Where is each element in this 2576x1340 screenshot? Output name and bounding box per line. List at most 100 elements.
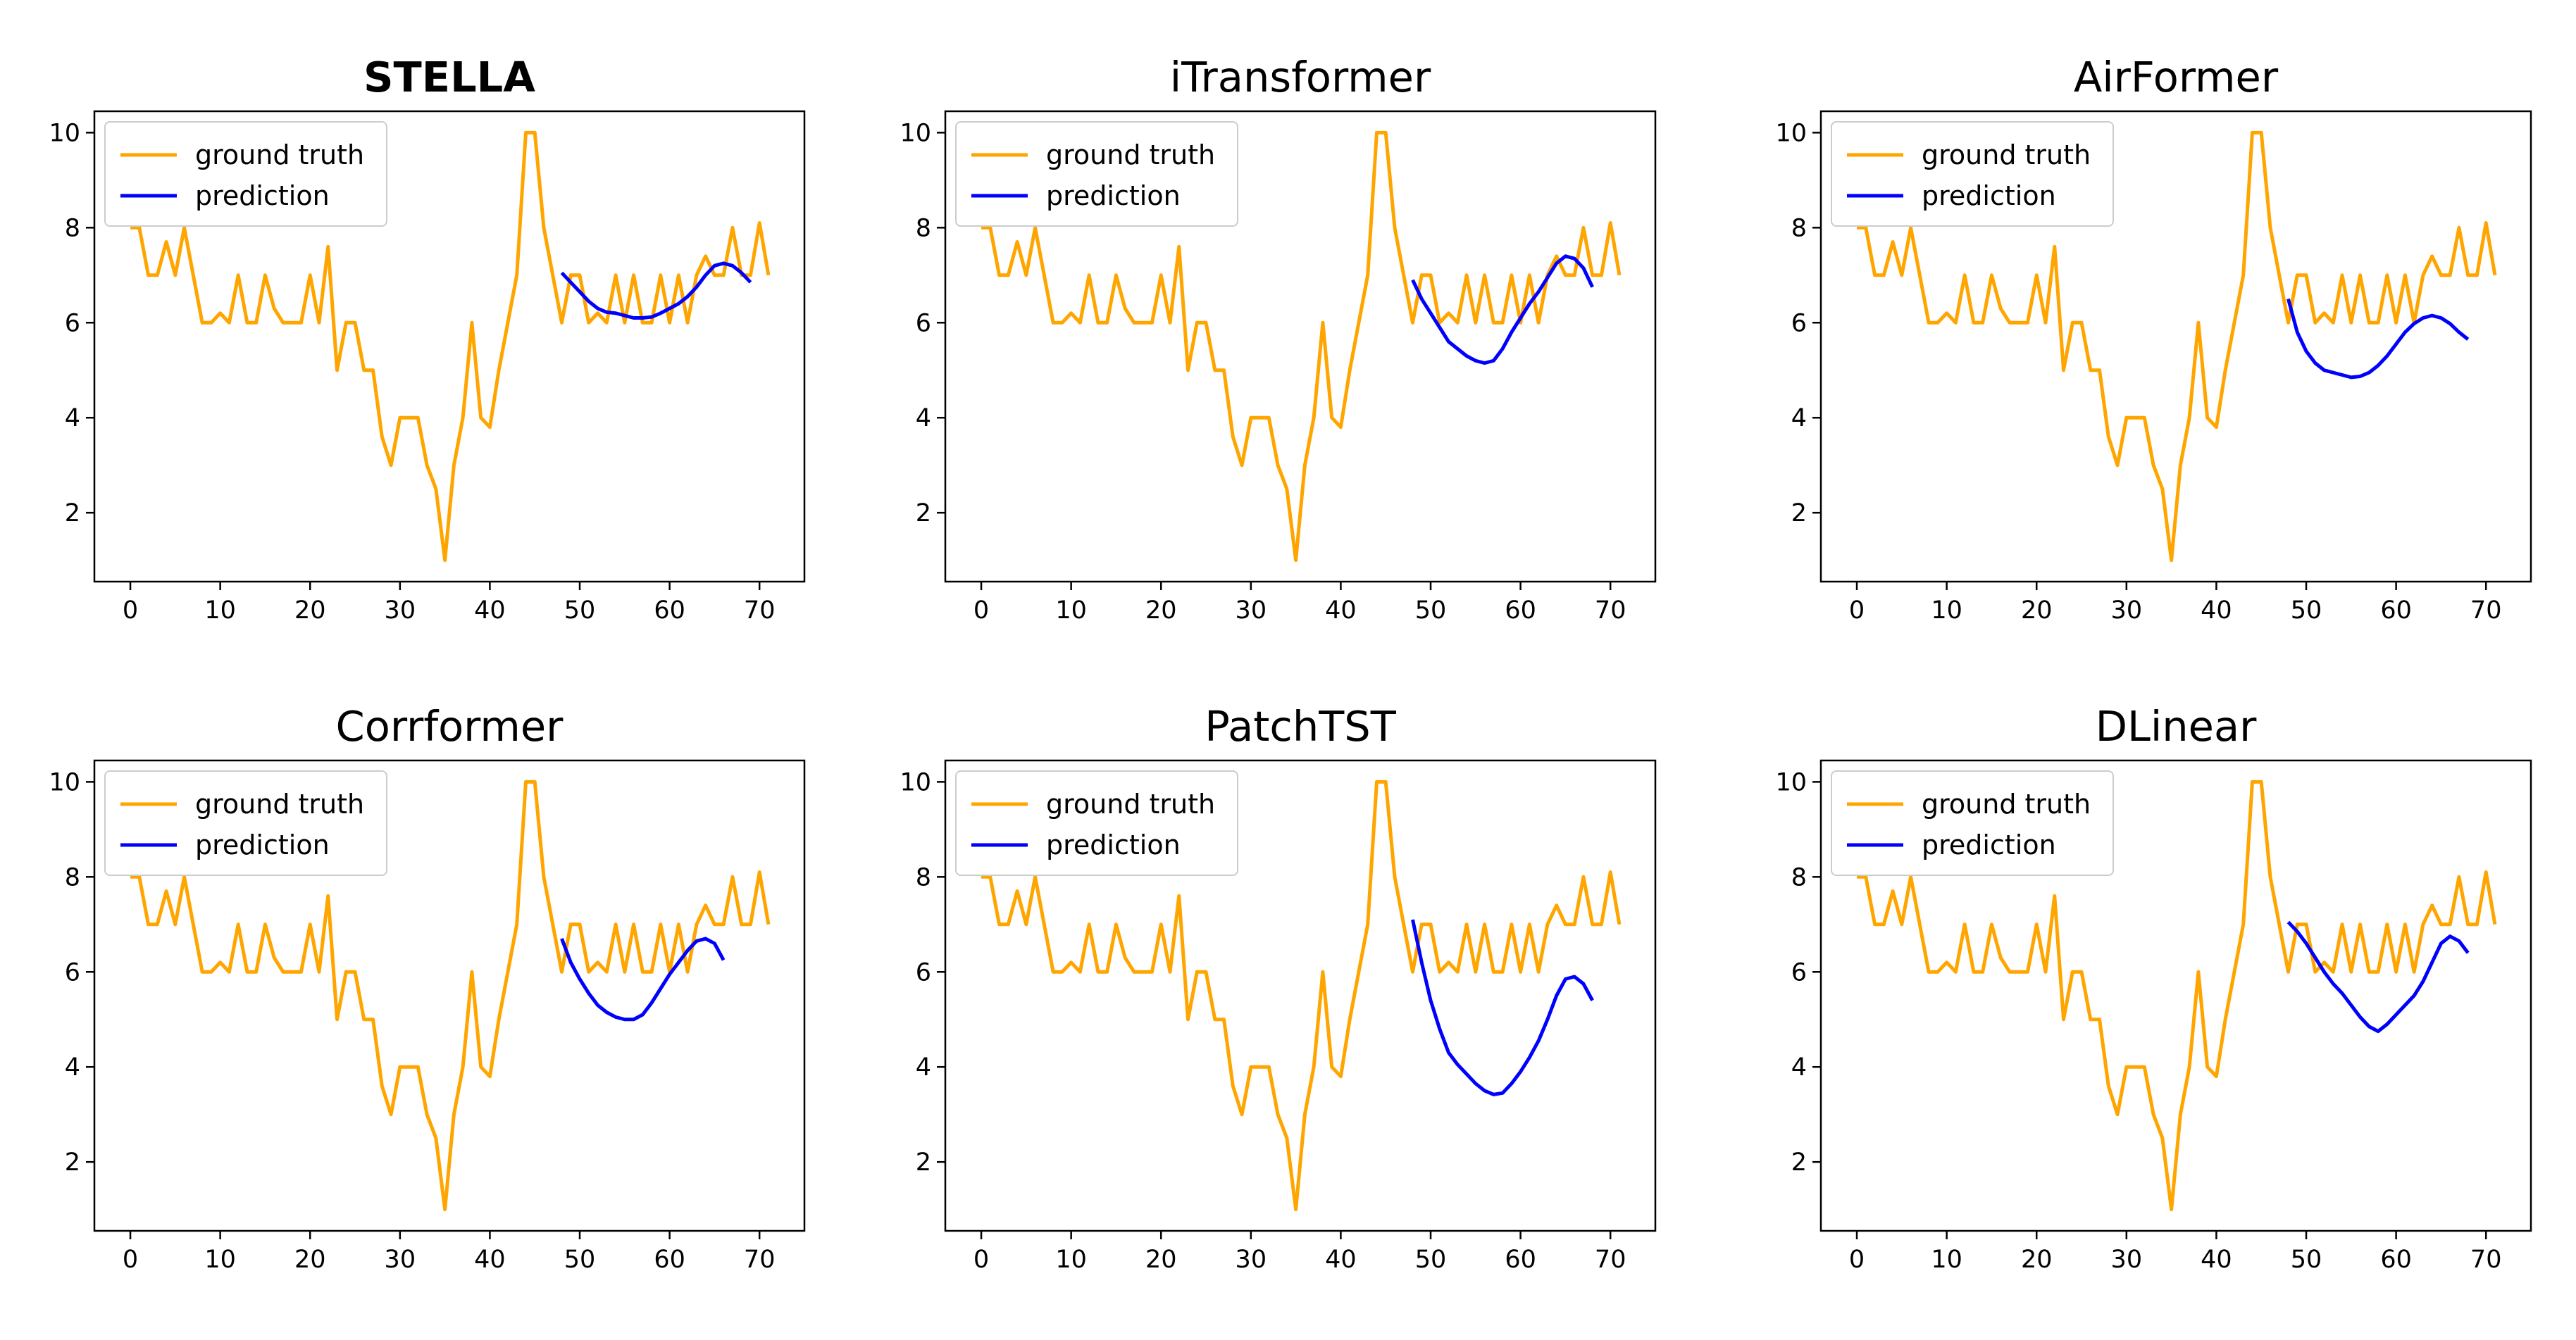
y-tick-label: 10 bbox=[49, 768, 80, 796]
x-tick-label: 0 bbox=[123, 1246, 138, 1274]
chart-panel-4: PatchTST 0 10 20 30 40 50 60 70 2 4 6 8 10 ground trut… bbox=[900, 702, 1657, 1274]
y-tick-label: 2 bbox=[1791, 499, 1807, 527]
y-tick-label: 10 bbox=[49, 119, 80, 147]
y-tick-label: 6 bbox=[1791, 309, 1807, 337]
legend-label-prediction: prediction bbox=[195, 180, 330, 211]
y-tick-label: 8 bbox=[1791, 214, 1807, 242]
x-tick-label: 0 bbox=[1849, 596, 1865, 625]
legend: ground truth prediction bbox=[104, 121, 387, 227]
axes-frame bbox=[1819, 110, 2532, 583]
x-tick-label: 10 bbox=[204, 596, 236, 625]
x-tick-label: 10 bbox=[1055, 596, 1087, 625]
legend-box bbox=[104, 770, 387, 876]
legend-label-prediction: prediction bbox=[1046, 180, 1181, 211]
x-tick-label: 60 bbox=[654, 1246, 685, 1274]
x-tick-label: 70 bbox=[1595, 1246, 1626, 1274]
axes-frame bbox=[93, 110, 806, 583]
x-tick-label: 20 bbox=[2021, 596, 2053, 625]
series-line-prediction bbox=[560, 261, 752, 320]
x-tick-label: 40 bbox=[474, 596, 506, 625]
legend-box bbox=[955, 770, 1238, 876]
legend-label-ground-truth: ground truth bbox=[1922, 789, 2091, 820]
legend: ground truth prediction bbox=[955, 770, 1238, 876]
series-line-prediction bbox=[560, 937, 726, 1022]
y-tick-label: 4 bbox=[65, 1053, 80, 1082]
x-tick-label: 40 bbox=[1325, 1246, 1357, 1274]
y-tick-label: 6 bbox=[916, 309, 931, 337]
y-tick-label: 2 bbox=[916, 499, 931, 527]
y-tick-label: 6 bbox=[1791, 958, 1807, 987]
axes-frame bbox=[944, 110, 1657, 583]
x-tick-label: 0 bbox=[123, 596, 138, 625]
chart-panel-3: Corrformer 0 10 20 30 40 50 60 70 2 4 6 8 10 ground tr… bbox=[49, 702, 806, 1274]
x-tick-label: 10 bbox=[1055, 1246, 1087, 1274]
x-tick-label: 50 bbox=[564, 596, 596, 625]
x-tick-label: 0 bbox=[973, 1246, 989, 1274]
y-tick-label: 8 bbox=[916, 214, 931, 242]
x-tick-label: 20 bbox=[1145, 596, 1177, 625]
x-tick-label: 20 bbox=[1145, 1246, 1177, 1274]
y-tick-label: 2 bbox=[916, 1148, 931, 1177]
x-tick-label: 50 bbox=[2291, 596, 2322, 625]
y-tick-label: 4 bbox=[916, 1053, 931, 1082]
series-line-ground-truth bbox=[130, 779, 771, 1212]
x-tick-label: 60 bbox=[2380, 596, 2412, 625]
series-line-ground-truth bbox=[130, 130, 771, 563]
x-tick-label: 10 bbox=[1931, 596, 1962, 625]
x-tick-label: 30 bbox=[2111, 1246, 2143, 1274]
y-tick-label: 2 bbox=[65, 499, 80, 527]
x-tick-label: 50 bbox=[2291, 1246, 2322, 1274]
legend-label-ground-truth: ground truth bbox=[1922, 139, 2091, 170]
x-tick-label: 40 bbox=[474, 1246, 506, 1274]
x-tick-label: 20 bbox=[2021, 1246, 2053, 1274]
series-line-ground-truth bbox=[1857, 130, 2497, 563]
x-tick-label: 50 bbox=[1415, 1246, 1447, 1274]
chart-panel-2: AirFormer 0 10 20 30 40 50 60 70 2 4 6 8 10 ground tru… bbox=[1775, 53, 2532, 625]
y-tick-label: 8 bbox=[916, 863, 931, 891]
legend-label-prediction: prediction bbox=[1922, 829, 2056, 860]
x-tick-label: 0 bbox=[1849, 1246, 1865, 1274]
x-tick-label: 60 bbox=[654, 596, 685, 625]
x-tick-label: 60 bbox=[1505, 596, 1536, 625]
legend-box bbox=[1831, 770, 2114, 876]
chart-title: DLinear bbox=[2096, 702, 2258, 751]
x-tick-label: 20 bbox=[294, 596, 326, 625]
x-tick-label: 40 bbox=[2201, 596, 2232, 625]
legend: ground truth prediction bbox=[1831, 121, 2114, 227]
x-tick-label: 10 bbox=[1931, 1246, 1962, 1274]
x-tick-label: 70 bbox=[2470, 1246, 2502, 1274]
legend-label-prediction: prediction bbox=[195, 829, 330, 860]
x-tick-label: 60 bbox=[2380, 1246, 2412, 1274]
chart-panel-5: DLinear 0 10 20 30 40 50 60 70 2 4 6 8 10 ground truth… bbox=[1775, 702, 2532, 1274]
y-tick-label: 10 bbox=[1775, 768, 1807, 796]
legend-label-ground-truth: ground truth bbox=[195, 139, 364, 170]
series-line-ground-truth bbox=[981, 130, 1622, 563]
y-tick-label: 10 bbox=[900, 119, 931, 147]
y-tick-label: 10 bbox=[900, 768, 931, 796]
y-tick-label: 6 bbox=[916, 958, 931, 987]
chart-title: PatchTST bbox=[1205, 702, 1397, 751]
chart-title: AirFormer bbox=[2074, 53, 2279, 101]
x-tick-label: 10 bbox=[204, 1246, 236, 1274]
y-tick-label: 8 bbox=[1791, 863, 1807, 891]
x-tick-label: 40 bbox=[1325, 596, 1357, 625]
x-tick-label: 70 bbox=[1595, 596, 1626, 625]
legend-label-prediction: prediction bbox=[1046, 829, 1181, 860]
legend: ground truth prediction bbox=[955, 121, 1238, 227]
x-tick-label: 70 bbox=[744, 596, 776, 625]
chart-title: STELLA bbox=[363, 53, 535, 101]
y-tick-label: 6 bbox=[65, 309, 80, 337]
x-tick-label: 70 bbox=[2470, 596, 2502, 625]
x-tick-label: 30 bbox=[385, 596, 416, 625]
x-tick-label: 40 bbox=[2201, 1246, 2232, 1274]
y-tick-label: 6 bbox=[65, 958, 80, 987]
x-tick-label: 30 bbox=[2111, 596, 2143, 625]
legend-label-ground-truth: ground truth bbox=[1046, 789, 1215, 820]
x-tick-label: 0 bbox=[973, 596, 989, 625]
series-line-prediction bbox=[1411, 919, 1594, 1096]
chart-panel-1: iTransformer 0 10 20 30 40 50 60 70 2 4 6 8 10 ground … bbox=[900, 53, 1657, 625]
chart-title: iTransformer bbox=[1170, 53, 1431, 101]
y-tick-label: 4 bbox=[1791, 1053, 1807, 1082]
x-tick-label: 50 bbox=[1415, 596, 1447, 625]
